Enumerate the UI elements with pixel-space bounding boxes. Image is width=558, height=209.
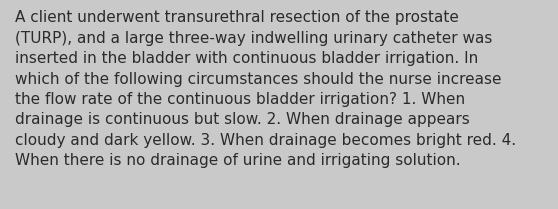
Text: A client underwent transurethral resection of the prostate
(TURP), and a large t: A client underwent transurethral resecti… [16,10,517,168]
